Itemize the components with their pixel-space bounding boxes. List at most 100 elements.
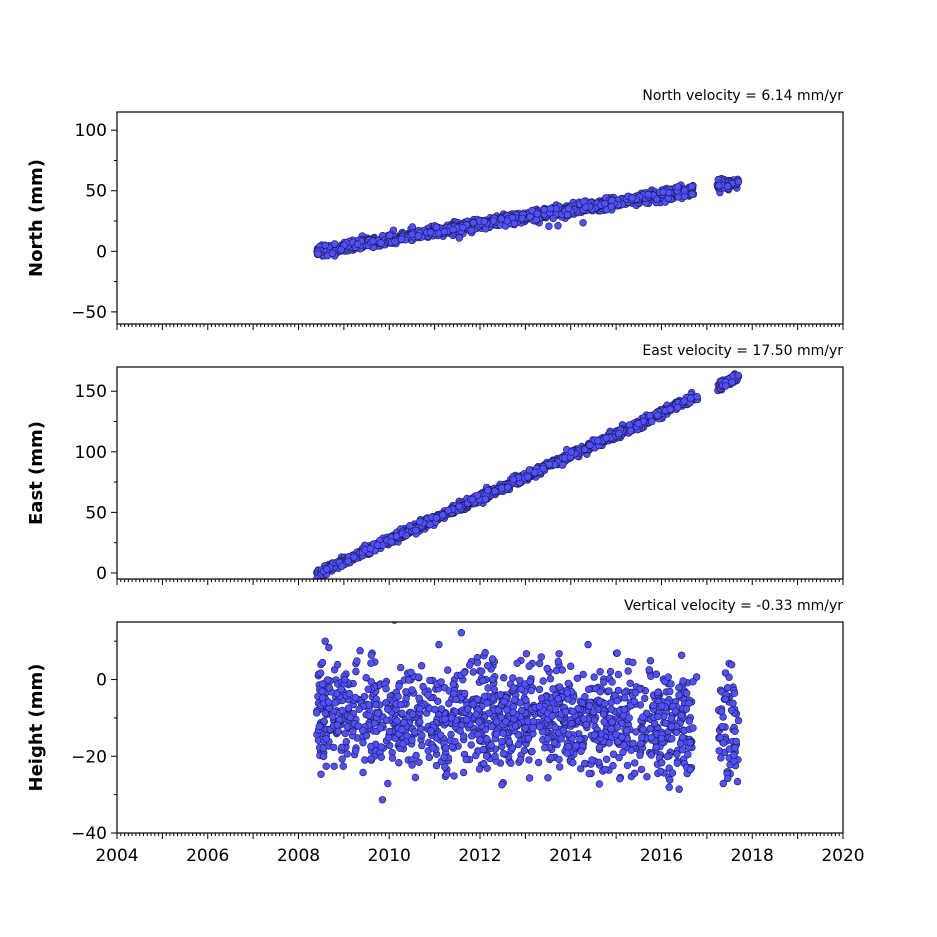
data-point bbox=[585, 769, 593, 778]
data-point bbox=[590, 731, 599, 739]
data-point bbox=[636, 739, 645, 748]
data-point bbox=[464, 705, 472, 713]
data-point bbox=[460, 668, 468, 677]
data-point bbox=[317, 770, 325, 778]
data-point bbox=[717, 707, 726, 716]
data-point bbox=[408, 761, 416, 769]
data-point bbox=[731, 727, 739, 735]
data-point bbox=[455, 502, 463, 511]
data-point bbox=[436, 731, 445, 739]
data-point bbox=[440, 753, 448, 762]
data-point bbox=[353, 657, 361, 665]
data-point bbox=[374, 709, 382, 717]
data-point bbox=[554, 222, 562, 230]
data-point bbox=[330, 743, 338, 752]
data-point bbox=[569, 759, 577, 767]
data-point bbox=[544, 774, 552, 782]
data-point bbox=[550, 739, 559, 747]
data-point bbox=[362, 673, 370, 682]
data-point bbox=[431, 705, 439, 714]
data-point bbox=[445, 699, 453, 708]
data-point bbox=[374, 541, 382, 549]
data-point bbox=[715, 181, 723, 190]
data-point bbox=[411, 773, 420, 782]
data-point bbox=[600, 718, 608, 726]
data-point bbox=[541, 743, 549, 752]
data-point bbox=[686, 765, 694, 774]
data-point bbox=[637, 733, 646, 742]
data-point bbox=[338, 755, 346, 763]
data-point bbox=[498, 780, 506, 789]
y-tick-label: 50 bbox=[85, 182, 107, 202]
data-point bbox=[636, 751, 644, 759]
data-point bbox=[344, 557, 352, 565]
data-point bbox=[317, 669, 325, 677]
data-point bbox=[613, 697, 621, 705]
panel-east: East velocity = 17.50 mm/yr East (mm) 0 50 1… bbox=[26, 343, 844, 585]
data-point bbox=[723, 774, 732, 783]
panel-north-points bbox=[313, 174, 743, 260]
data-point bbox=[325, 683, 333, 692]
data-point bbox=[417, 661, 426, 670]
data-point bbox=[488, 722, 496, 731]
data-point bbox=[493, 717, 501, 726]
data-point bbox=[416, 704, 424, 713]
data-point bbox=[534, 758, 543, 767]
data-point bbox=[615, 753, 623, 762]
data-point bbox=[324, 698, 333, 706]
data-point bbox=[510, 684, 518, 692]
y-tick-label: −50 bbox=[71, 303, 107, 323]
data-point bbox=[337, 246, 345, 254]
data-point bbox=[429, 744, 437, 752]
x-tick-label: 2018 bbox=[731, 846, 774, 866]
data-point bbox=[365, 711, 373, 720]
data-point bbox=[555, 763, 564, 771]
data-point bbox=[377, 239, 385, 247]
data-point bbox=[510, 219, 518, 228]
data-point bbox=[359, 738, 367, 747]
data-point bbox=[666, 776, 674, 784]
data-point bbox=[673, 403, 682, 412]
data-point bbox=[351, 747, 360, 755]
panel-height: Vertical velocity = -0.33 mm/yr Height (m… bbox=[26, 598, 865, 866]
data-point bbox=[449, 225, 457, 234]
data-point bbox=[447, 730, 455, 739]
data-point bbox=[664, 673, 672, 681]
data-point bbox=[686, 394, 695, 402]
data-point bbox=[579, 670, 587, 679]
y-tick-label: −20 bbox=[71, 747, 107, 767]
data-point bbox=[437, 678, 445, 686]
data-point bbox=[719, 779, 727, 788]
data-point bbox=[467, 741, 475, 749]
data-point bbox=[460, 732, 468, 740]
data-point bbox=[488, 655, 497, 663]
data-point bbox=[482, 752, 491, 760]
data-point bbox=[675, 683, 683, 692]
data-point bbox=[730, 751, 738, 759]
data-point bbox=[398, 725, 406, 734]
data-point bbox=[507, 759, 515, 767]
data-point bbox=[498, 737, 506, 746]
data-point bbox=[494, 706, 502, 714]
data-point bbox=[406, 521, 414, 530]
data-point bbox=[318, 658, 327, 667]
data-point bbox=[492, 730, 501, 738]
data-point bbox=[402, 531, 410, 540]
data-point bbox=[545, 222, 553, 230]
data-point bbox=[615, 429, 623, 438]
data-point bbox=[634, 419, 642, 428]
data-point bbox=[369, 237, 377, 245]
data-point bbox=[543, 664, 551, 673]
data-point bbox=[407, 668, 415, 676]
data-point bbox=[533, 210, 542, 218]
data-point bbox=[490, 685, 499, 694]
data-point bbox=[530, 468, 539, 477]
data-point bbox=[462, 755, 470, 764]
data-point bbox=[497, 713, 505, 722]
data-point bbox=[537, 694, 546, 702]
data-point bbox=[359, 768, 367, 777]
data-point bbox=[318, 680, 327, 688]
y-tick-label: 100 bbox=[75, 443, 107, 463]
data-point bbox=[520, 746, 529, 755]
data-point bbox=[386, 231, 394, 240]
